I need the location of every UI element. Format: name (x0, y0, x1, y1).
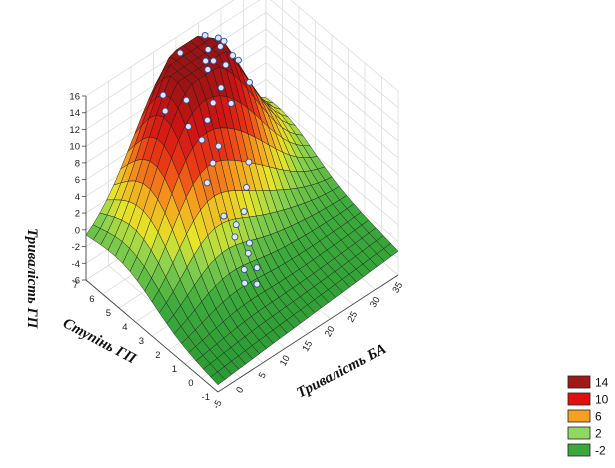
scatter-point (240, 208, 248, 216)
y-tick-label: -1 (202, 392, 210, 403)
x-axis-ticks: -5 0 5 10 15 20 25 30 35 (211, 280, 405, 411)
scatter-point (232, 221, 240, 229)
legend-label: -2 (595, 444, 606, 458)
scatter-point (215, 142, 223, 150)
z-tick-label: 16 (69, 92, 80, 103)
x-tick-label: 10 (278, 354, 293, 369)
y-tick-label: 3 (139, 336, 144, 347)
scatter-point (198, 136, 206, 144)
surface-mesh (85, 36, 399, 386)
scatter-point (253, 280, 261, 288)
scatter-point (220, 37, 228, 45)
y-tick-label: 2 (155, 350, 160, 361)
y-tick-label: 1 (172, 364, 177, 375)
x-tick-label: -5 (211, 398, 225, 411)
legend-swatch (567, 409, 591, 423)
legend-swatch (567, 392, 591, 406)
scatter-point (244, 249, 252, 257)
scatter-point (253, 264, 261, 272)
z-tick-label: -6 (72, 276, 80, 287)
y-tick-label: 4 (122, 322, 127, 333)
y-axis-title: Ступінь ГП (60, 315, 140, 367)
y-tick-label: 7 (73, 280, 78, 291)
scatter-point (246, 239, 253, 247)
scatter-point (201, 32, 209, 39)
scatter-point (245, 158, 253, 166)
scatter-point (222, 61, 230, 69)
z-tick-label: 10 (69, 142, 80, 153)
scatter-point (234, 56, 242, 64)
scatter-point (246, 78, 253, 86)
scatter-point (204, 116, 211, 124)
legend-label: 10 (595, 393, 609, 407)
scatter-point (161, 107, 169, 115)
scatter-point (204, 46, 212, 54)
scatter-point (217, 84, 225, 92)
legend-label: 14 (595, 376, 609, 390)
z-tick-label: 4 (75, 192, 80, 203)
scatter-point (182, 96, 190, 104)
scatter-point (241, 279, 249, 287)
legend-swatch (567, 375, 591, 389)
scatter-point (214, 34, 222, 42)
scatter-point (203, 179, 211, 187)
scatter-point (159, 91, 167, 99)
x-tick-label: 5 (257, 371, 269, 381)
scatter-points (159, 32, 261, 288)
scatter-point (243, 183, 250, 191)
y-tick-label: 5 (106, 308, 111, 319)
z-tick-label: -4 (72, 259, 80, 270)
x-tick-label: 30 (368, 295, 383, 310)
x-tick-label: 0 (234, 385, 246, 395)
scatter-point (209, 99, 217, 107)
scatter-point (220, 212, 228, 220)
scatter-point (210, 57, 217, 65)
z-tick-label: 0 (75, 225, 80, 236)
scatter-point (184, 123, 192, 131)
scatter-point (229, 52, 237, 60)
z-tick-label: 6 (75, 175, 80, 186)
legend-label: 2 (595, 427, 602, 441)
legend: 14 10 6 2 -2 (567, 375, 609, 458)
legend-swatch (567, 443, 591, 457)
x-tick-label: 15 (300, 339, 315, 354)
y-tick-label: 6 (89, 294, 94, 305)
scatter-point (209, 159, 217, 167)
legend-label: 6 (595, 410, 602, 424)
z-tick-label: 2 (75, 209, 80, 220)
z-tick-label: 8 (75, 158, 80, 169)
scatter-point (204, 66, 212, 74)
surface-cell (210, 371, 226, 386)
z-tick-label: 14 (69, 108, 80, 119)
scatter-point (216, 43, 224, 50)
scatter-point (240, 266, 248, 274)
z-axis-title: Тривалість ГП (24, 228, 40, 330)
scatter-point (176, 49, 184, 57)
scatter-point (227, 100, 235, 107)
scatter-point (202, 57, 210, 65)
legend-swatch (567, 426, 591, 440)
z-tick-label: -2 (72, 242, 80, 253)
x-tick-label: 35 (390, 280, 405, 295)
z-axis-ticks: 16 14 12 10 8 6 4 2 0 -2 -4 -6 (69, 92, 86, 287)
z-tick-label: 12 (69, 125, 80, 136)
x-tick-label: 20 (323, 324, 338, 339)
x-tick-label: 25 (345, 310, 360, 325)
y-axis-ticks: 76 54 32 10 -1 (73, 280, 210, 403)
y-tick-label: 0 (188, 378, 193, 389)
scatter-point (231, 233, 239, 241)
